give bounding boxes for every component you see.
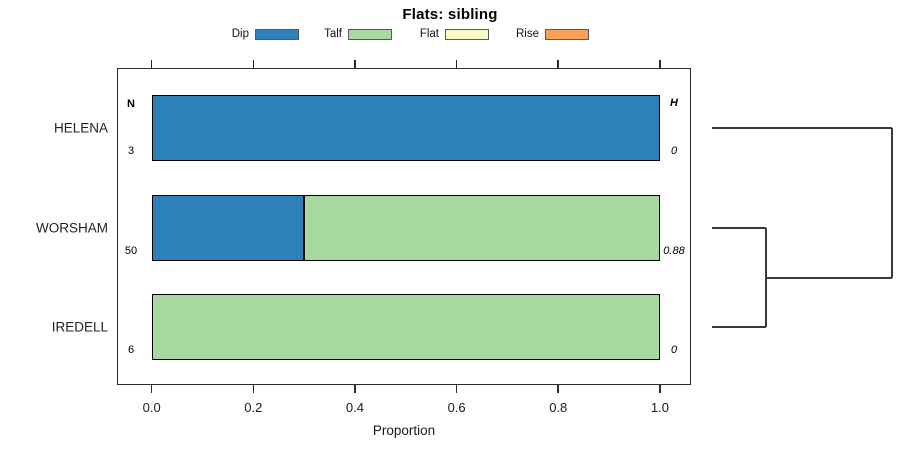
row-h-value: 0.88 — [663, 244, 685, 257]
row-label-iredell: IREDELL — [51, 319, 108, 335]
legend-swatch-flat — [445, 28, 489, 40]
x-tick-label: 0.4 — [345, 400, 365, 415]
top-axis-tick — [659, 60, 661, 68]
row-label-helena: HELENA — [53, 120, 108, 136]
x-tick-label: 0.8 — [549, 400, 568, 415]
bottom-axis-tick — [659, 385, 661, 393]
top-axis-tick — [557, 60, 560, 68]
x-tick-label: 1.0 — [650, 400, 669, 415]
bar-segment-talf — [304, 194, 660, 261]
row-count: 3 — [127, 145, 135, 157]
legend-item-rise: Rise — [509, 27, 589, 41]
top-axis-tick — [252, 60, 255, 68]
x-axis-title: Proportion — [372, 423, 436, 438]
dendrogram-branch — [712, 326, 766, 328]
n-column-header: N — [127, 98, 135, 110]
bar-segment-talf — [151, 294, 660, 360]
x-tick-label: 0.2 — [244, 400, 263, 415]
legend-label: Rise — [515, 28, 539, 40]
bottom-axis-tick — [150, 385, 153, 393]
plot-area — [117, 68, 691, 385]
bottom-axis-tick — [455, 385, 458, 393]
legend-label: Dip — [231, 28, 249, 40]
legend-item-dip: Dip — [219, 27, 299, 41]
row-count: 6 — [127, 344, 135, 356]
legend-swatch-dip — [255, 28, 299, 40]
h-column-header: H — [670, 97, 678, 109]
top-axis-tick — [150, 60, 153, 68]
top-axis-tick — [455, 60, 458, 68]
bottom-axis-tick — [252, 385, 255, 393]
chart-title: Flats: sibling — [402, 6, 498, 23]
x-tick-label: 0.6 — [447, 400, 466, 415]
legend-label: Flat — [419, 28, 439, 40]
x-tick-label: 0.0 — [142, 400, 161, 415]
legend-item-talf: Talf — [312, 27, 392, 41]
bar-segment-dip — [151, 95, 660, 161]
legend-swatch-rise — [545, 28, 589, 40]
dendrogram-branch — [765, 228, 767, 327]
dendrogram-branch — [712, 127, 892, 129]
row-h-value: 0 — [670, 344, 678, 356]
row-h-value: 0 — [670, 145, 678, 157]
legend-item-flat: Flat — [409, 27, 489, 41]
legend-label: Talf — [324, 28, 342, 40]
dendrogram-branch — [712, 227, 766, 229]
row-label-worsham: WORSHAM — [36, 220, 108, 235]
dendrogram-branch — [891, 128, 893, 278]
bar-segment-dip — [151, 194, 305, 261]
legend-swatch-talf — [348, 28, 392, 40]
row-count: 50 — [124, 244, 138, 257]
dendrogram-branch — [766, 277, 892, 279]
bottom-axis-tick — [557, 385, 560, 393]
bottom-axis-tick — [354, 385, 356, 393]
top-axis-tick — [354, 60, 356, 68]
